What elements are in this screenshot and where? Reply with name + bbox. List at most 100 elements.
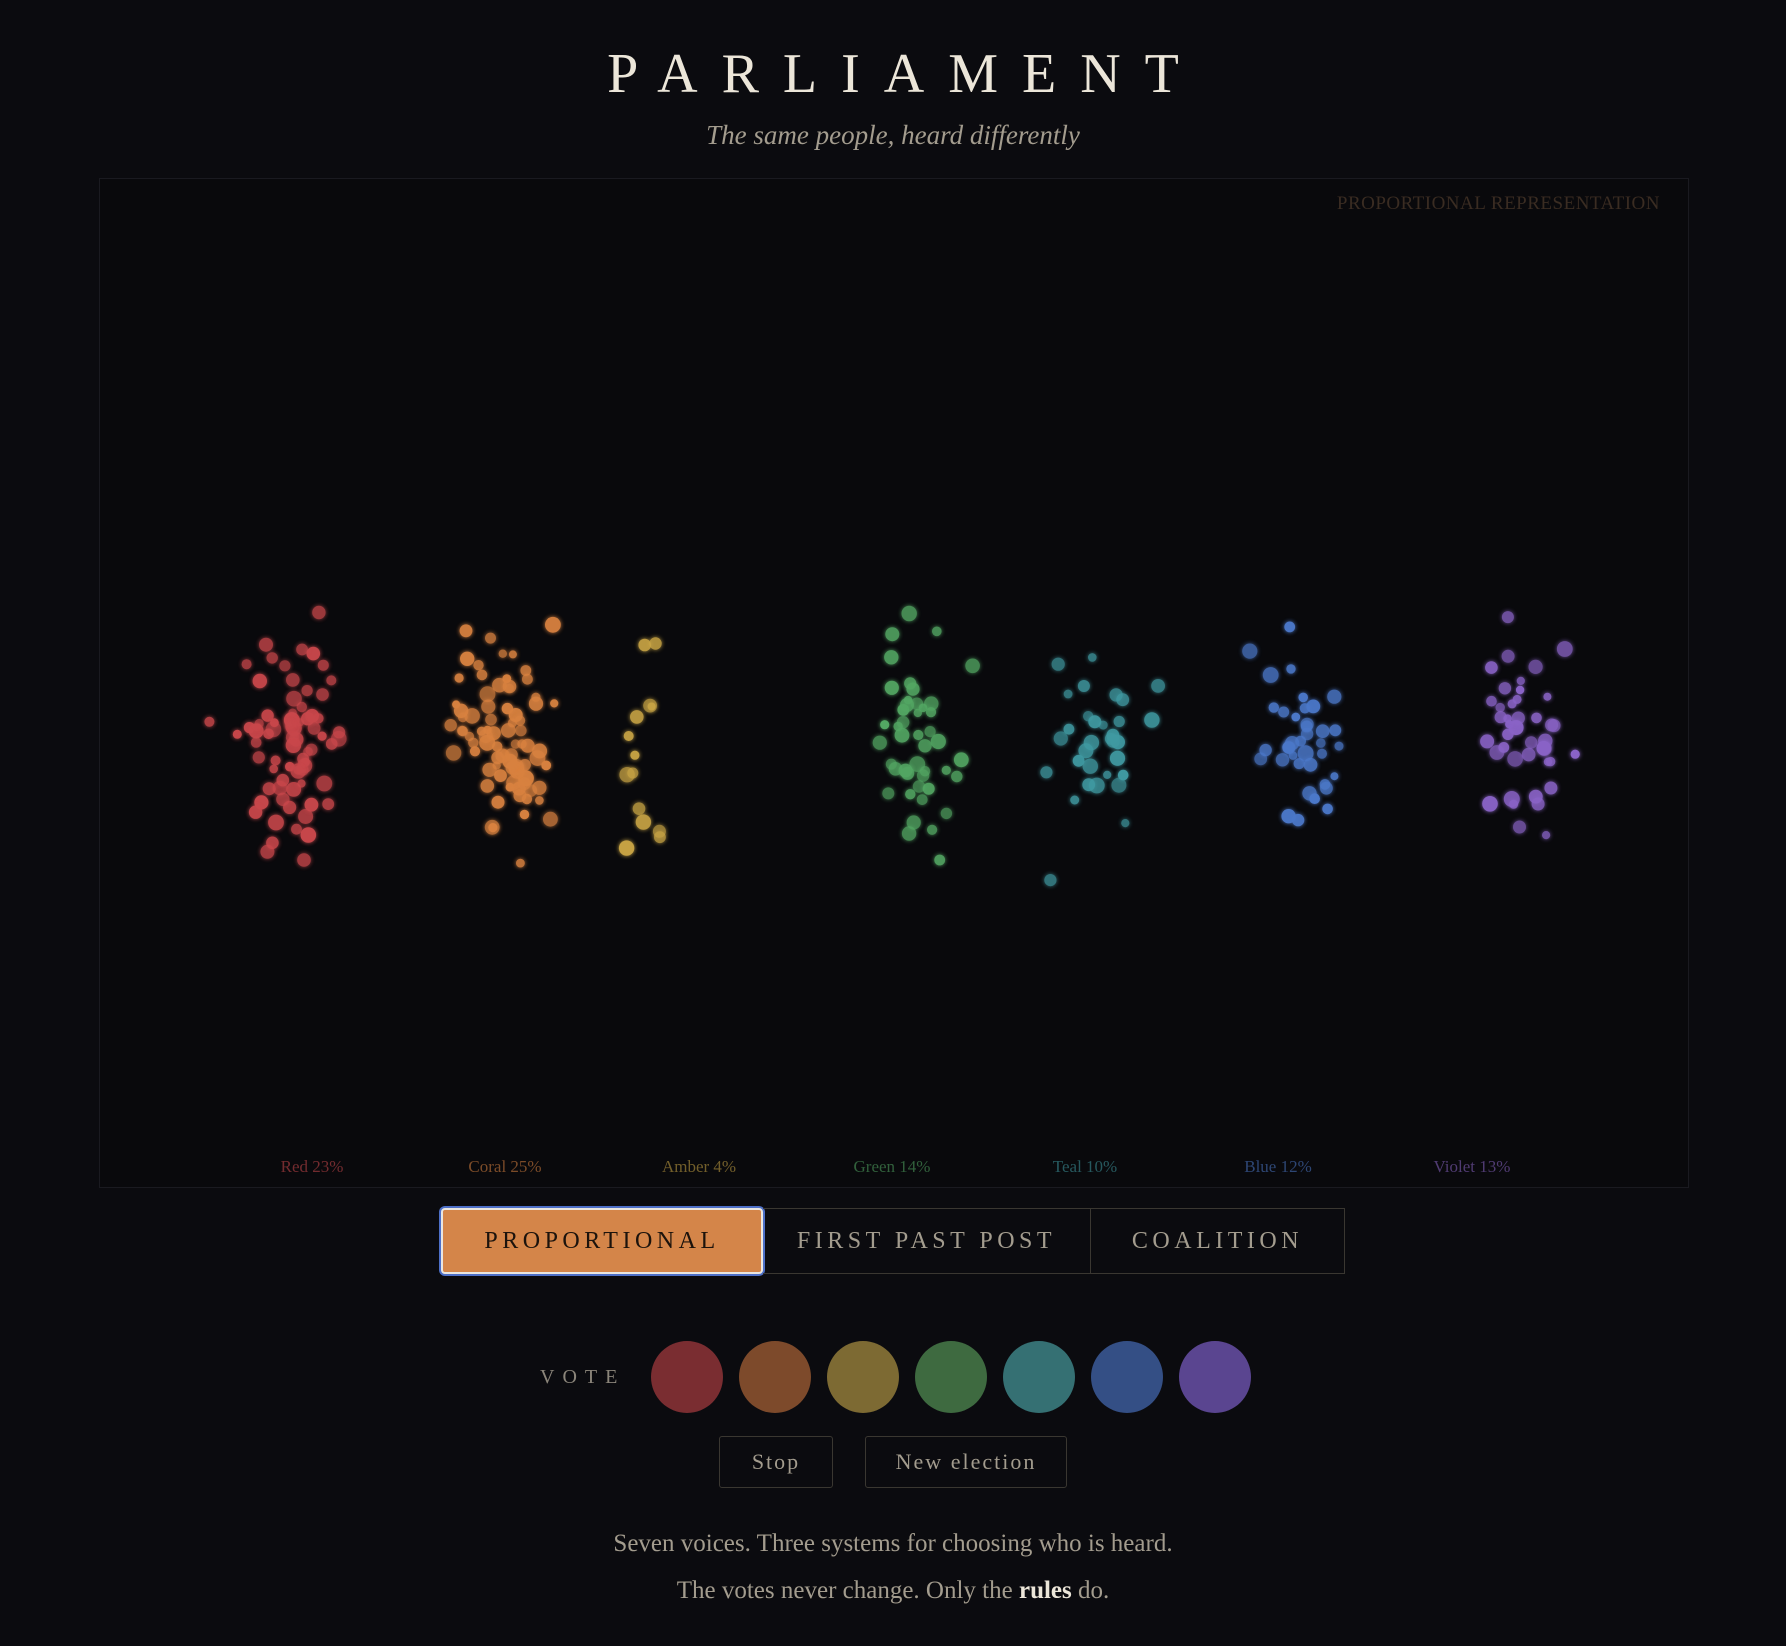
vote-controls: VOTE — [540, 1340, 1267, 1414]
party-label-blue: Blue 12% — [1244, 1157, 1312, 1176]
voter-dot-red — [265, 721, 282, 738]
voter-dot-teal — [1113, 715, 1125, 728]
voter-dot-green — [924, 696, 939, 711]
voter-dot-green — [894, 727, 910, 743]
voter-dot-red — [259, 637, 273, 652]
voter-dot-coral — [454, 673, 464, 683]
voter-dot-violet — [1485, 661, 1498, 674]
footer-line-2-end: do. — [1071, 1577, 1110, 1604]
voter-dot-red — [325, 738, 338, 750]
voter-dot-blue — [1322, 803, 1333, 815]
tab-coalition[interactable]: COALITION — [1091, 1208, 1345, 1274]
new-election-button[interactable]: New election — [865, 1436, 1067, 1488]
voter-dot-red — [252, 751, 265, 764]
voter-dot-red — [286, 782, 302, 797]
voter-dot-red — [269, 764, 278, 774]
voter-dot-green — [906, 815, 921, 830]
voter-dot-green — [905, 789, 916, 800]
voter-dot-violet — [1509, 799, 1519, 809]
voter-dot-blue — [1309, 793, 1320, 804]
voter-dot-violet — [1482, 796, 1498, 812]
tab-proportional[interactable]: PROPORTIONAL — [441, 1208, 763, 1274]
vote-amber-button[interactable] — [827, 1341, 900, 1413]
voter-dot-blue — [1329, 724, 1342, 737]
voter-dot-red — [297, 752, 309, 765]
voter-dot-coral — [508, 650, 517, 659]
voter-dot-blue — [1315, 724, 1330, 738]
voter-dot-violet — [1502, 728, 1514, 740]
voter-dot-teal — [1144, 712, 1160, 728]
vote-coral-button[interactable] — [739, 1341, 812, 1413]
voter-dot-red — [252, 673, 267, 689]
stop-button[interactable]: Stop — [719, 1436, 833, 1488]
voter-dot-teal — [1082, 758, 1098, 774]
voter-dot-green — [912, 780, 926, 793]
voter-dot-blue — [1268, 702, 1280, 713]
voter-dot-teal — [1044, 874, 1057, 887]
voter-dot-violet — [1480, 734, 1495, 749]
voter-dot-blue — [1286, 664, 1296, 674]
voter-dot-amber — [654, 831, 666, 844]
voter-dot-red — [298, 809, 314, 824]
vote-red-button[interactable] — [651, 1341, 724, 1413]
voter-dot-red — [296, 718, 305, 727]
vote-blue-button[interactable] — [1091, 1341, 1164, 1413]
voter-dot-coral — [541, 760, 552, 771]
voter-dot-green — [872, 735, 887, 750]
voter-dot-green — [909, 756, 926, 772]
voter-dot-blue — [1316, 738, 1326, 748]
voter-dot-red — [286, 690, 302, 707]
voter-dot-green — [951, 770, 963, 783]
voter-dot-blue — [1293, 758, 1305, 770]
voter-dot-violet — [1570, 749, 1580, 759]
voter-dot-red — [293, 765, 303, 775]
voter-dot-red — [268, 814, 284, 831]
vote-violet-button[interactable] — [1179, 1341, 1252, 1413]
voter-dot-violet — [1498, 742, 1510, 753]
voter-dot-blue — [1299, 703, 1311, 714]
voter-dot-blue — [1303, 757, 1318, 772]
voter-dot-blue — [1278, 706, 1290, 718]
voter-dot-red — [333, 726, 346, 739]
voter-dot-teal — [1106, 734, 1120, 748]
voter-dot-teal — [1082, 778, 1096, 792]
voter-dot-violet — [1513, 820, 1526, 834]
tab-first-past-post[interactable]: FIRST PAST POST — [763, 1208, 1091, 1274]
voter-dot-violet — [1543, 692, 1552, 701]
voter-dot-amber — [638, 638, 651, 652]
voter-dot-coral — [491, 751, 505, 765]
voter-dot-amber — [649, 637, 662, 650]
voter-dot-coral — [476, 726, 487, 736]
voter-dot-coral — [481, 699, 496, 714]
voter-dot-red — [276, 792, 290, 806]
voter-dot-red — [266, 652, 278, 664]
voter-dot-green — [927, 824, 938, 835]
voter-dot-red — [248, 805, 263, 819]
party-label-red: Red 23% — [280, 1157, 344, 1176]
voter-dot-teal — [1063, 723, 1075, 735]
voter-dot-coral — [519, 759, 531, 771]
voter-dot-coral — [501, 702, 514, 715]
voter-dot-red — [296, 643, 308, 656]
party-labels: Red 23% Coral 25% Amber 4% Green 14% Teal 10… — [100, 1147, 1688, 1177]
vote-green-button[interactable] — [915, 1341, 988, 1413]
footer-text: Seven voices. Three systems for choosing… — [0, 1520, 1786, 1614]
voter-dot-coral — [480, 779, 495, 793]
voter-dot-coral — [505, 683, 514, 693]
voter-dot-green — [913, 729, 924, 741]
voter-dot-teal — [1109, 750, 1126, 766]
voter-dot-red — [322, 798, 335, 810]
voter-dot-red — [204, 716, 215, 727]
voter-dot-red — [300, 827, 317, 843]
voter-dot-green — [910, 697, 924, 711]
voter-dot-violet — [1542, 831, 1551, 840]
vote-teal-button[interactable] — [1003, 1341, 1076, 1413]
voter-dot-teal — [1040, 766, 1053, 779]
voter-dot-coral — [473, 660, 484, 671]
voter-dot-teal — [1111, 777, 1127, 793]
voter-dot-coral — [485, 713, 497, 726]
voter-dot-coral — [464, 708, 480, 724]
voter-dot-red — [241, 659, 252, 670]
voter-dot-coral — [522, 673, 533, 685]
